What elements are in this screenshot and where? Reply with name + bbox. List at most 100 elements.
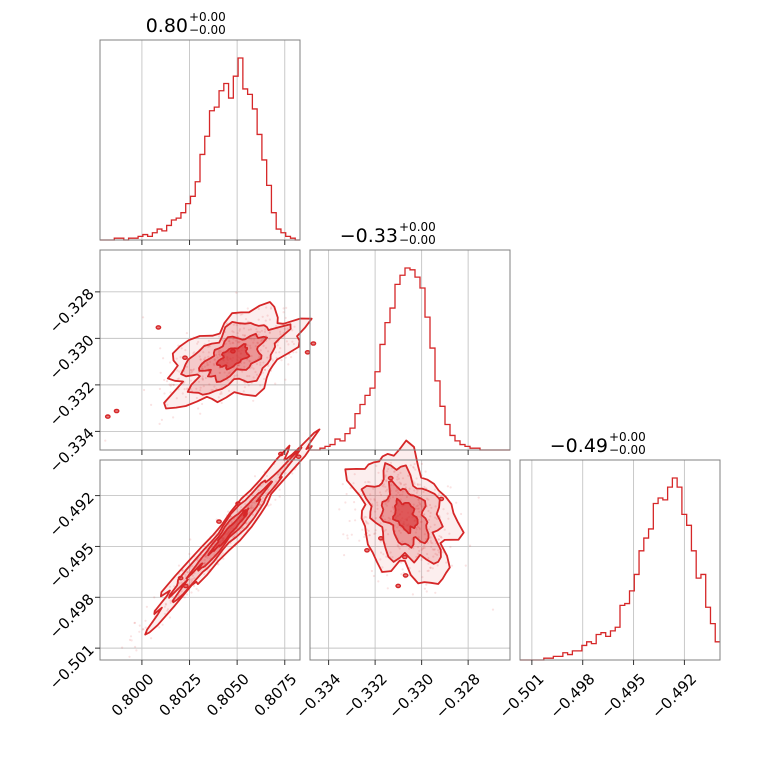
sample-point (260, 339, 263, 343)
sample-point (374, 510, 377, 513)
sample-point (203, 562, 206, 566)
sample-point (229, 342, 232, 345)
sample-point (135, 649, 138, 652)
sample-point (150, 637, 153, 640)
sample-point (369, 498, 372, 501)
sample-point (376, 504, 379, 507)
sample-point (404, 483, 407, 486)
sample-point (184, 349, 187, 352)
sample-point (284, 472, 287, 475)
sample-point (213, 385, 216, 388)
sample-point (246, 320, 250, 323)
sample-point (263, 377, 266, 381)
sample-point (198, 355, 201, 358)
sample-point (389, 551, 392, 554)
sample-point (363, 535, 366, 539)
sample-point (239, 313, 242, 316)
sample-point (278, 351, 281, 354)
sample-point (177, 344, 180, 347)
axes-frame (309, 249, 511, 451)
sample-point (138, 624, 141, 627)
sample-point (353, 473, 356, 476)
sample-point (208, 383, 211, 386)
sample-point (420, 520, 423, 523)
sample-point (367, 522, 370, 525)
sample-point (384, 474, 387, 477)
sample-point (382, 483, 386, 486)
sample-point (354, 508, 357, 511)
sample-point (396, 475, 399, 478)
sample-point (455, 501, 458, 504)
sample-point (399, 482, 402, 485)
sample-point (196, 558, 199, 561)
sample-point (249, 511, 252, 514)
sample-point (405, 495, 408, 499)
sample-point (226, 378, 229, 381)
sample-point (367, 529, 370, 532)
sample-point (153, 596, 156, 599)
sample-point (191, 574, 194, 577)
sample-point (377, 471, 380, 474)
density-contour-island (177, 575, 184, 581)
density-contour-island (182, 355, 188, 361)
sample-point (389, 518, 392, 521)
sample-point (248, 360, 251, 363)
sample-point (416, 504, 419, 507)
sample-point (284, 378, 287, 381)
density-contour-island (304, 349, 311, 355)
sample-point (384, 502, 387, 506)
sample-point (219, 350, 222, 353)
sample-point (249, 346, 252, 350)
param-title-1: −0.33 +0.00−0.00 (340, 220, 436, 247)
sample-point (178, 370, 181, 373)
sample-point (204, 356, 207, 359)
sample-point (260, 338, 264, 342)
sample-point (230, 521, 233, 524)
sample-point (252, 399, 255, 402)
sample-point (418, 528, 421, 531)
sample-point (266, 356, 269, 359)
sample-point (277, 473, 280, 476)
sample-point (197, 407, 200, 410)
sample-point (189, 578, 192, 581)
sample-point (387, 500, 390, 503)
sample-point (183, 596, 186, 599)
param-title-minus: −0.00 (609, 443, 646, 457)
sample-point (133, 621, 137, 624)
sample-point (232, 331, 235, 334)
sample-point (247, 384, 250, 387)
sample-point (353, 501, 356, 504)
sample-point (425, 583, 428, 586)
sample-point (279, 347, 282, 350)
sample-point (245, 522, 248, 525)
sample-point (429, 511, 432, 514)
sample-point (418, 570, 421, 573)
density-contour-island (395, 583, 402, 589)
sample-point (430, 506, 433, 509)
sample-point (413, 481, 416, 484)
sample-point (415, 556, 418, 559)
sample-point (259, 349, 262, 352)
sample-point (432, 555, 435, 558)
sample-point (243, 361, 246, 364)
sample-point (193, 577, 196, 580)
sample-point (189, 369, 192, 372)
sample-point (386, 587, 389, 590)
sample-point (367, 480, 370, 483)
sample-point (287, 363, 290, 366)
sample-point (204, 555, 207, 559)
sample-point (427, 498, 430, 501)
sample-point (191, 370, 194, 373)
sample-point (417, 536, 420, 539)
sample-point (257, 318, 260, 321)
sample-point (219, 371, 222, 374)
sample-point (350, 533, 353, 536)
sample-point (398, 547, 401, 550)
sample-point (191, 565, 194, 568)
sample-point (254, 345, 257, 348)
sample-point (207, 345, 210, 348)
sample-point (445, 561, 448, 564)
sample-point (201, 375, 204, 378)
sample-point (184, 395, 187, 399)
sample-point (218, 335, 221, 338)
